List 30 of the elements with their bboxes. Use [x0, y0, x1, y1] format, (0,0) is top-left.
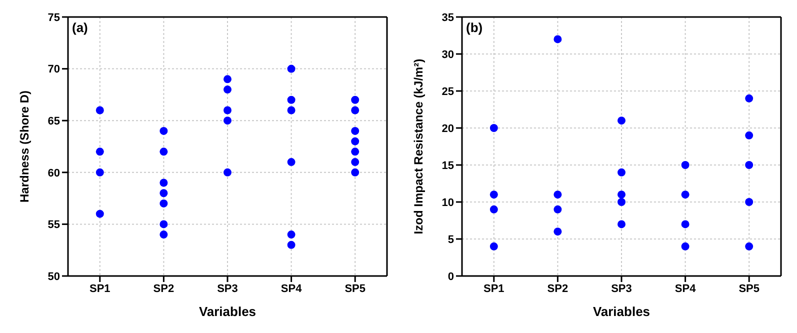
y-axis-title: Hardness (Shore D): [17, 90, 32, 203]
x-tick-label: SP2: [153, 282, 174, 295]
x-tick-label: SP2: [547, 282, 568, 295]
y-tick-label: 75: [48, 12, 60, 24]
x-tick-label: SP5: [738, 282, 760, 295]
x-tick-label: SP1: [90, 282, 110, 295]
y-tick-label: 65: [48, 116, 60, 128]
y-tick-label: 60: [48, 167, 60, 180]
y-tick-label: 25: [442, 86, 454, 98]
x-axis-title: Variables: [198, 304, 256, 319]
y-tick-label: 0: [448, 270, 454, 283]
x-tick-label: SP3: [217, 282, 238, 295]
x-tick-label: SP3: [611, 282, 632, 295]
x-axis-title: Variables: [592, 304, 650, 319]
annotation: (b): [466, 20, 483, 35]
annotation: (a): [72, 20, 88, 35]
y-axis-title: Izod Impact Resistance (kJ/m²): [411, 58, 426, 234]
y-tick-label: 10: [442, 196, 454, 209]
y-tick-label: 20: [442, 122, 454, 135]
x-tick-label: SP5: [344, 282, 366, 295]
y-tick-label: 70: [48, 64, 60, 76]
y-tick-label: 15: [442, 160, 454, 172]
x-tick-label: SP4: [674, 282, 697, 295]
x-tick-label: SP1: [484, 282, 504, 295]
y-tick-label: 50: [48, 270, 60, 283]
x-tick-label: SP4: [280, 282, 303, 295]
y-tick-label: 30: [442, 48, 454, 61]
y-tick-label: 35: [442, 12, 454, 24]
y-tick-label: 55: [48, 219, 60, 232]
y-tick-label: 5: [448, 234, 454, 246]
